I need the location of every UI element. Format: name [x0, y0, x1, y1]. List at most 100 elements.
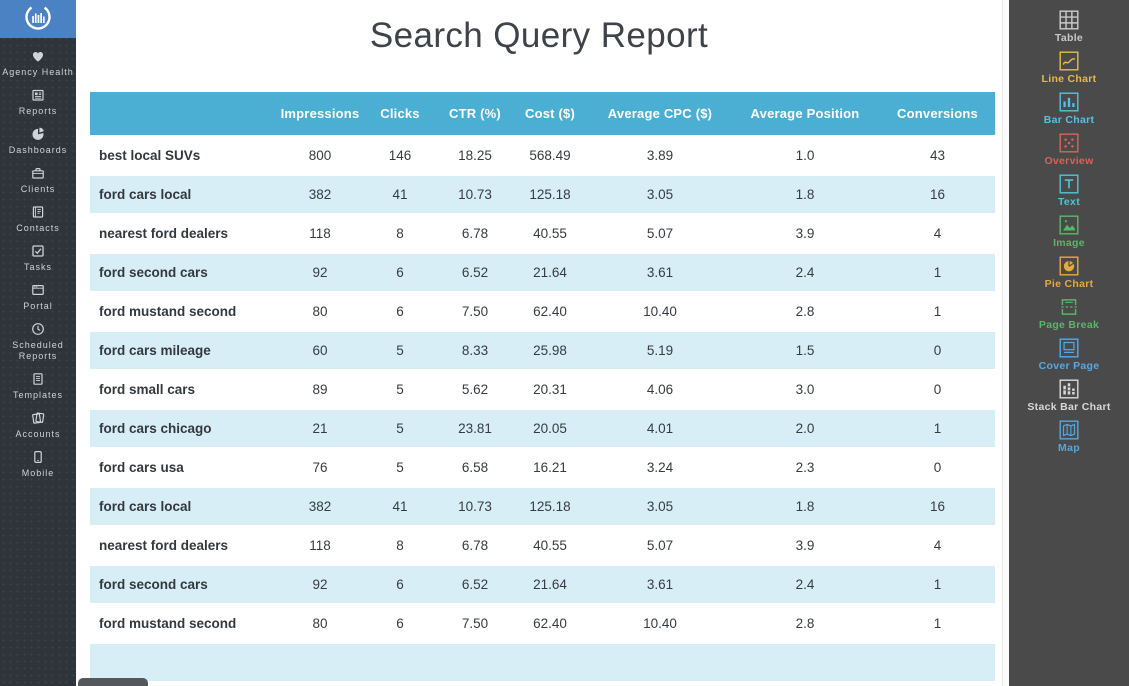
sidebar-item-label: Portal	[23, 301, 53, 311]
sidebar-item-contacts[interactable]: Contacts	[0, 204, 76, 234]
overview-icon	[1058, 132, 1080, 154]
value-cell: 1.8	[730, 174, 880, 213]
pie-chart-icon	[1058, 255, 1080, 277]
value-cell: 1	[880, 291, 995, 330]
value-cell: 3.89	[590, 135, 730, 174]
map-icon	[1058, 419, 1080, 441]
stack-bar-chart-icon	[1058, 378, 1080, 400]
value-cell: 8.33	[440, 330, 510, 369]
value-cell: 5	[360, 447, 440, 486]
widget-page-break[interactable]: Page Break	[1039, 296, 1099, 331]
widget-bar-chart[interactable]: Bar Chart	[1044, 91, 1095, 126]
value-cell: 1.0	[730, 135, 880, 174]
widget-label: Line Chart	[1041, 73, 1097, 85]
table-icon	[1058, 9, 1080, 31]
value-cell: 382	[280, 174, 360, 213]
sidebar-item-accounts[interactable]: Accounts	[0, 410, 76, 440]
widget-label: Cover Page	[1038, 360, 1100, 372]
value-cell: 5.19	[590, 330, 730, 369]
cover-page-icon	[1058, 337, 1080, 359]
query-cell: ford cars mileage	[90, 330, 280, 369]
value-cell	[880, 642, 995, 681]
value-cell: 3.24	[590, 447, 730, 486]
sidebar-item-dashboards[interactable]: Dashboards	[0, 126, 76, 156]
value-cell: 23.81	[440, 408, 510, 447]
query-cell: nearest ford dealers	[90, 213, 280, 252]
sidebar-item-label: Reports	[18, 106, 58, 116]
sidebar-item-label: Scheduled Reports	[12, 340, 64, 361]
value-cell	[440, 642, 510, 681]
value-cell: 6.52	[440, 252, 510, 291]
value-cell: 6	[360, 603, 440, 642]
widget-table[interactable]: Table	[1055, 9, 1083, 44]
widget-pie-chart[interactable]: Pie Chart	[1045, 255, 1094, 290]
sidebar-item-mobile[interactable]: Mobile	[0, 449, 76, 479]
sidebar-item-label: Clients	[20, 184, 56, 194]
value-cell: 43	[880, 135, 995, 174]
value-cell	[90, 642, 280, 681]
app-logo[interactable]	[0, 0, 76, 38]
widget-stack-bar-chart[interactable]: Stack Bar Chart	[1027, 378, 1110, 413]
value-cell: 5.62	[440, 369, 510, 408]
column-header: CTR (%)	[440, 92, 510, 135]
value-cell: 568.49	[510, 135, 590, 174]
widget-overview[interactable]: Overview	[1044, 132, 1093, 167]
value-cell: 118	[280, 525, 360, 564]
value-cell: 16	[880, 486, 995, 525]
value-cell: 62.40	[510, 603, 590, 642]
value-cell: 2.3	[730, 447, 880, 486]
bottom-panel-handle[interactable]	[78, 678, 148, 686]
table-body: best local SUVs 800 146 18.25 568.49 3.89 1.0 4…	[90, 135, 995, 681]
report-table-widget[interactable]: Impressions Clicks CTR (%) Cost ($) Average …	[90, 92, 995, 681]
widget-cover-page[interactable]: Cover Page	[1039, 337, 1100, 372]
table-header-row: Impressions Clicks CTR (%) Cost ($) Average …	[90, 92, 995, 135]
widget-label: Image	[1053, 237, 1085, 249]
column-header: Average CPC ($)	[590, 92, 730, 135]
value-cell	[360, 642, 440, 681]
widget-image[interactable]: Image	[1053, 214, 1085, 249]
value-cell: 16	[880, 174, 995, 213]
sidebar-item-portal[interactable]: Portal	[0, 282, 76, 312]
widget-text[interactable]: Text	[1058, 173, 1080, 208]
value-cell: 62.40	[510, 291, 590, 330]
sidebar-item-reports[interactable]: Reports	[0, 87, 76, 117]
value-cell: 41	[360, 486, 440, 525]
query-cell: best local SUVs	[90, 135, 280, 174]
sidebar-item-scheduled-reports[interactable]: Scheduled Reports	[0, 321, 76, 362]
value-cell: 1.8	[730, 486, 880, 525]
bar-chart-icon	[1058, 91, 1080, 113]
sidebar-item-clients[interactable]: Clients	[0, 165, 76, 195]
page-break-icon	[1058, 296, 1080, 318]
browser-icon	[30, 282, 46, 298]
value-cell: 25.98	[510, 330, 590, 369]
table-row: ford mustand second 80 6 7.50 62.40 10.40 2.8 1	[90, 291, 995, 330]
value-cell: 2.8	[730, 603, 880, 642]
left-sidebar: Agency Health Reports Dashboards Clients Con…	[0, 0, 76, 686]
widget-label: Bar Chart	[1043, 114, 1095, 126]
value-cell: 2.0	[730, 408, 880, 447]
value-cell: 2.4	[730, 564, 880, 603]
briefcase-icon	[30, 165, 46, 181]
value-cell: 5	[360, 369, 440, 408]
query-cell: ford cars chicago	[90, 408, 280, 447]
value-cell: 16.21	[510, 447, 590, 486]
sidebar-item-agency-health[interactable]: Agency Health	[0, 48, 76, 78]
query-cell: ford cars local	[90, 486, 280, 525]
value-cell: 89	[280, 369, 360, 408]
value-cell: 1	[880, 252, 995, 291]
sidebar-item-label: Contacts	[16, 223, 60, 233]
sidebar-item-templates[interactable]: Templates	[0, 371, 76, 401]
value-cell: 2.4	[730, 252, 880, 291]
widget-label: Pie Chart	[1044, 278, 1094, 290]
vertical-scrollbar[interactable]	[1002, 0, 1009, 686]
sidebar-item-tasks[interactable]: Tasks	[0, 243, 76, 273]
query-cell: ford mustand second	[90, 291, 280, 330]
table-row: nearest ford dealers 118 8 6.78 40.55 5.07 3.9…	[90, 525, 995, 564]
value-cell: 118	[280, 213, 360, 252]
value-cell: 41	[360, 174, 440, 213]
widget-line-chart[interactable]: Line Chart	[1042, 50, 1097, 85]
value-cell: 3.0	[730, 369, 880, 408]
value-cell	[280, 642, 360, 681]
contact-card-icon	[30, 204, 46, 220]
widget-map[interactable]: Map	[1058, 419, 1080, 454]
